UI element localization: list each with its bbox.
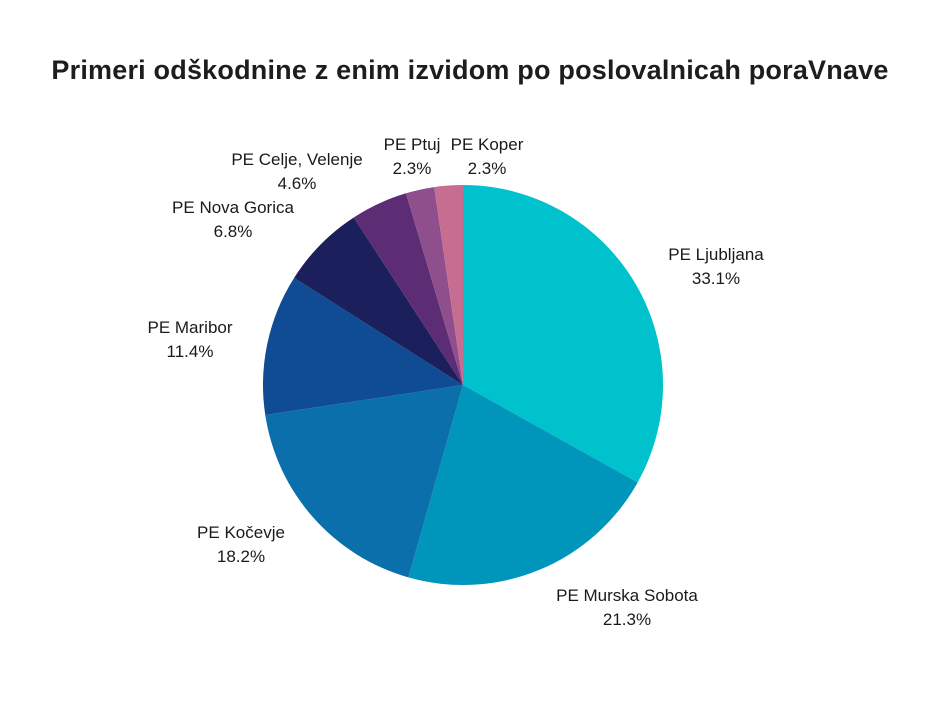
pie-slice-ptuj	[406, 187, 463, 385]
pie-slice-murska-sobota	[408, 385, 638, 586]
pie-slice-ljubljana	[463, 185, 663, 483]
pie-slice-koper	[434, 184, 463, 385]
pie-slice-kocevje	[265, 385, 463, 578]
pie-slice-nova-gorica	[294, 217, 463, 385]
pie-slice-maribor	[262, 277, 463, 416]
chart-title: Primeri odškodnine z enim izvidom po pos…	[51, 55, 889, 85]
pie-slice-celje-velenje	[353, 193, 463, 385]
